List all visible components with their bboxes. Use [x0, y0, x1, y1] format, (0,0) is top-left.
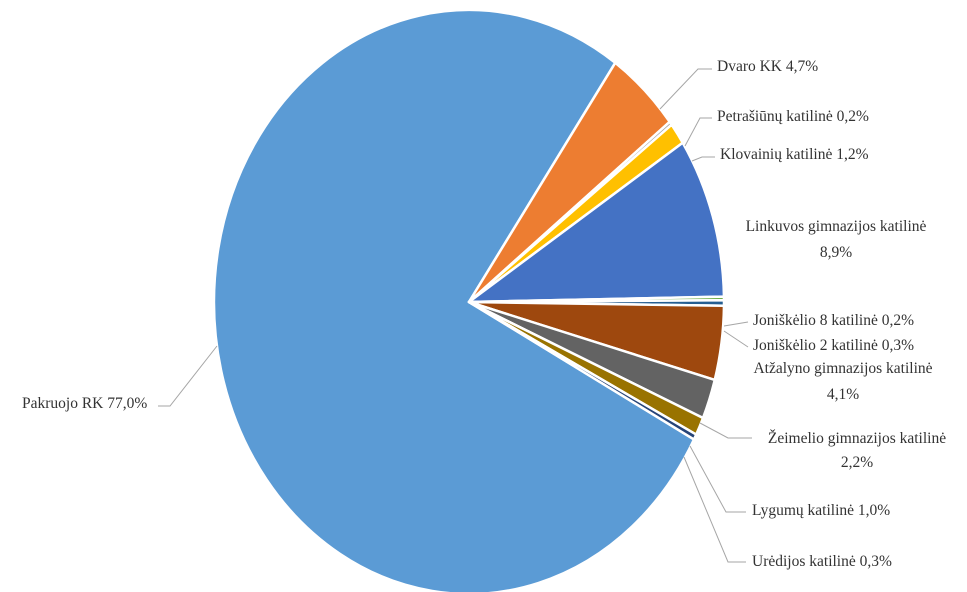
leader-line-lygumu-katiline — [689, 445, 746, 513]
leader-line-joniskelio-2-katiline — [723, 330, 749, 348]
leader-line-zeimelio-gimnazijos-katiline — [699, 422, 752, 439]
data-label-atzalyno-gimnazijos-katiline: Atžalyno gimnazijos katilinė 4,1% — [753, 360, 932, 403]
pie-slice-uredijos-katiline — [467, 300, 698, 441]
data-label-uredijos-katiline: Urėdijos katilinė 0,3% — [752, 553, 892, 570]
data-label-linkuvos-gimnazijos-katiline: Linkuvos gimnazijos katilinė 8,9% — [746, 218, 927, 261]
leader-line-klovainiu-katiline — [691, 156, 715, 162]
data-labels: Pakruojo RK 77,0% Dvaro KK 4,7% Petrašiūnų… — [22, 58, 946, 570]
leader-line-uredijos-katiline — [683, 456, 746, 563]
leader-line-pakruojo-rk — [158, 345, 218, 407]
data-label-joniskelio-8-katiline: Joniškėlio 8 katilinė 0,2% — [753, 312, 914, 329]
data-label-petrasiunu-katiline: Petrašiūnų katilinė 0,2% — [717, 108, 869, 125]
data-label-lygumu-katiline: Lygumų katilinė 1,0% — [752, 502, 890, 519]
data-label-klovainiu-katiline: Klovainių katilinė 1,2% — [720, 146, 869, 163]
leader-line-petrasiunu-katiline — [684, 117, 712, 147]
data-label-zeimelio-gimnazijos-katiline: Žeimelio gimnazijos katilinė 2,2% — [768, 430, 946, 471]
pie-slice-linkuvos-gimnazijos-katiline — [467, 141, 726, 304]
leader-line-dvaro-kk — [659, 68, 712, 110]
data-label-dvaro-kk: Dvaro KK 4,7% — [717, 58, 818, 75]
pie-slices — [212, 8, 726, 592]
leader-line-joniskelio-8-katiline — [723, 321, 749, 327]
pie-slice-pakruojo-rk — [212, 8, 696, 592]
data-label-pakruojo-rk: Pakruojo RK 77,0% — [22, 395, 147, 412]
leader-lines — [158, 68, 752, 563]
data-label-joniskelio-2-katiline: Joniškėlio 2 katilinė 0,3% — [753, 337, 914, 354]
